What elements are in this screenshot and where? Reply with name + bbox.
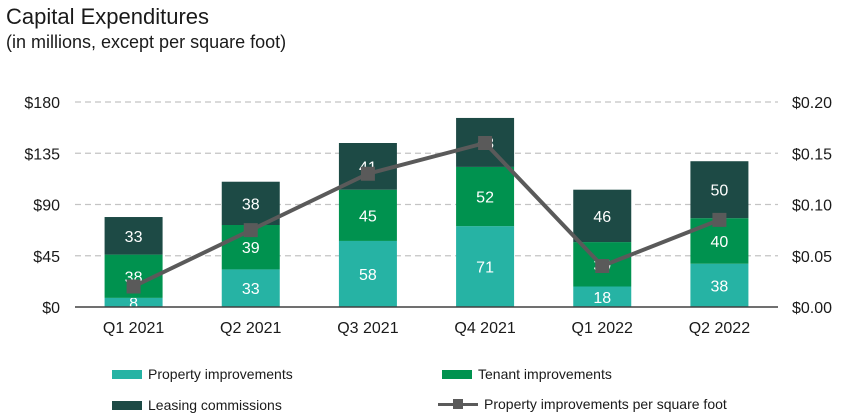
bar-segment-leasing-commissions: [573, 189, 632, 243]
bar-segment-leasing-commissions: [104, 217, 163, 255]
bar-segment-property-improvements: [573, 286, 632, 307]
bar-value-label: 52: [476, 190, 494, 207]
chart-subtitle: (in millions, except per square foot): [6, 32, 287, 52]
bar-value-label: 39: [242, 240, 260, 257]
bar-value-label: 18: [593, 290, 611, 307]
per-square-foot-point: [126, 279, 141, 294]
bar-segment-leasing-commissions: [221, 181, 280, 225]
y-left-tick-label: $45: [33, 249, 60, 266]
y-left-tick-label: $90: [33, 198, 60, 215]
per-square-foot-point: [712, 212, 727, 227]
per-square-foot-point: [595, 259, 610, 273]
bar-value-label: 45: [359, 208, 377, 225]
bar-segment-property-improvements: [338, 240, 397, 307]
per-square-foot-point: [360, 166, 375, 181]
x-tick-label: Q2 2021: [220, 320, 281, 337]
y-left-tick-label: $135: [24, 146, 60, 163]
per-square-foot-point: [478, 136, 493, 150]
bar-value-label: 71: [476, 260, 494, 277]
bar-value-label: 38: [242, 196, 260, 213]
bar-value-label: 38: [711, 278, 729, 295]
chart-title: Capital Expenditures: [6, 4, 210, 29]
bar-segment-property-improvements: [456, 226, 515, 307]
y-right-tick-label: $0.00: [792, 300, 832, 317]
x-tick-label: Q3 2021: [337, 320, 398, 337]
bar-segment-property-improvements: [221, 269, 280, 307]
bar-segment-property-improvements: [690, 263, 749, 307]
bar-value-label: 58: [359, 267, 377, 284]
y-left-tick-label: $180: [24, 95, 60, 112]
bar-value-label: 50: [711, 183, 729, 200]
x-tick-label: Q1 2021: [103, 320, 164, 337]
y-right-tick-label: $0.05: [792, 249, 832, 266]
bar-value-label: 33: [125, 229, 143, 246]
bar-value-label: 40: [711, 234, 729, 251]
bar-value-label: 8: [129, 295, 138, 312]
per-square-foot-line: [132, 141, 721, 289]
bar-value-label: 46: [593, 209, 611, 226]
y-right-tick-label: $0.10: [792, 198, 832, 215]
bar-value-label: 33: [242, 281, 260, 298]
x-tick-label: Q1 2022: [572, 320, 633, 337]
y-right-tick-label: $0.15: [792, 146, 832, 163]
bar-segment-tenant-improvements: [338, 189, 397, 241]
bar-segment-property-improvements: [104, 297, 163, 307]
per-square-foot-point: [243, 223, 258, 238]
bar-segment-tenant-improvements: [456, 166, 515, 227]
bar-segment-leasing-commissions: [690, 161, 749, 219]
y-right-tick-label: $0.20: [792, 95, 832, 112]
y-left-tick-label: $0: [42, 300, 60, 317]
x-tick-label: Q2 2022: [689, 320, 750, 337]
x-tick-label: Q4 2021: [454, 320, 515, 337]
